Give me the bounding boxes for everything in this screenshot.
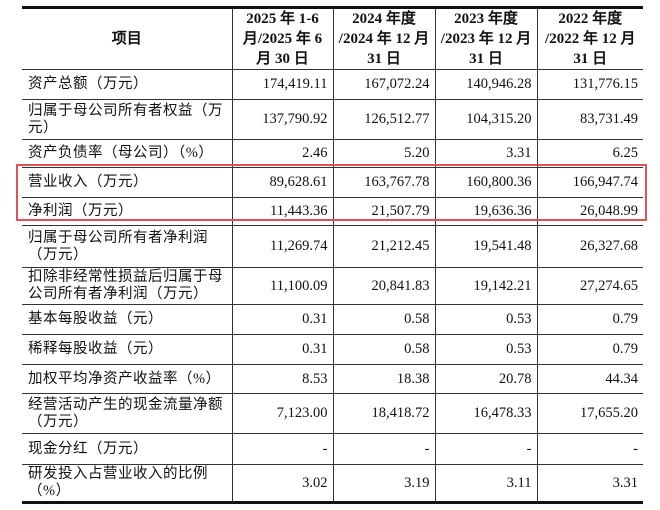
- row-label: 净利润（万元）: [22, 197, 233, 226]
- table-row: 研发投入占营业收入的比例（%） 3.02 3.19 3.11 3.31: [22, 464, 643, 504]
- table-row: 扣除非经常性损益后归属于母公司所有者净利润（万元） 11,100.09 20,841…: [22, 267, 643, 305]
- cell-value: 174,419.11: [231, 69, 334, 100]
- row-label: 加权平均净资产收益率（%）: [22, 364, 233, 394]
- cell-value: 5.20: [332, 139, 436, 168]
- header-2023: 2023 年度 /2023 年 12 月 31 日: [434, 6, 538, 70]
- cell-value: 0.58: [332, 334, 436, 365]
- cell-value: 19,541.48: [434, 225, 538, 268]
- cell-value: 0.31: [231, 304, 334, 335]
- cell-value: 137,790.92: [231, 99, 334, 140]
- row-label: 现金分红（万元）: [22, 433, 233, 465]
- table-row: 归属于母公司所有者净利润（万元） 11,269.74 21,212.45 19,541…: [22, 225, 643, 268]
- cell-value: 17,655.20: [536, 393, 643, 434]
- table-row: 加权平均净资产收益率（%） 8.53 18.38 20.78 44.34: [22, 364, 643, 394]
- cell-value: 20.78: [434, 364, 538, 394]
- cell-value: 0.53: [434, 334, 538, 365]
- header-row: 项目 2025 年 1-6 月/2025 年 6 月 30 日 2024 年度 …: [22, 6, 643, 70]
- cell-value: 26,048.99: [536, 197, 643, 226]
- row-label: 稀释每股收益（元）: [22, 334, 233, 365]
- cell-value: -: [231, 433, 334, 465]
- cell-value: -: [332, 433, 436, 465]
- cell-value: 0.79: [536, 334, 643, 365]
- cell-value: 16,478.33: [434, 393, 538, 434]
- cell-value: 20,841.83: [332, 267, 436, 305]
- table-row: 营业收入（万元） 89,628.61 163,767.78 160,800.36 166…: [22, 167, 643, 198]
- cell-value: 21,212.45: [332, 225, 436, 268]
- cell-value: 163,767.78: [332, 167, 436, 198]
- header-item: 项目: [22, 6, 233, 70]
- cell-value: 6.25: [536, 139, 643, 168]
- table-row: 现金分红（万元） - - - -: [22, 433, 643, 465]
- row-label: 资产负债率（母公司）（%）: [22, 139, 233, 168]
- cell-value: 19,142.21: [434, 267, 538, 305]
- cell-value: 3.31: [434, 139, 538, 168]
- table-row: 归属于母公司所有者权益（万元） 137,790.92 126,512.77 104,3…: [22, 99, 643, 140]
- row-label: 基本每股收益（元）: [22, 304, 233, 335]
- table-row: 稀释每股收益（元） 0.31 0.58 0.53 0.79: [22, 334, 643, 365]
- cell-value: 18,418.72: [332, 393, 436, 434]
- table-row: 净利润（万元） 11,443.36 21,507.79 19,636.36 26,048…: [22, 197, 643, 226]
- cell-value: 11,100.09: [231, 267, 334, 305]
- cell-value: 0.58: [332, 304, 436, 335]
- cell-value: 89,628.61: [231, 167, 334, 198]
- cell-value: 7,123.00: [231, 393, 334, 434]
- row-label: 研发投入占营业收入的比例（%）: [22, 464, 233, 504]
- cell-value: 104,315.20: [434, 99, 538, 140]
- cell-value: 0.79: [536, 304, 643, 335]
- cell-value: 8.53: [231, 364, 334, 394]
- row-label: 资产总额（万元）: [22, 69, 233, 100]
- row-label: 归属于母公司所有者权益（万元）: [22, 99, 233, 140]
- cell-value: 3.02: [231, 464, 334, 504]
- cell-value: 3.19: [332, 464, 436, 504]
- cell-value: 26,327.68: [536, 225, 643, 268]
- cell-value: 83,731.49: [536, 99, 643, 140]
- cell-value: 21,507.79: [332, 197, 436, 226]
- header-2022: 2022 年度 /2022 年 12 月 31 日: [536, 6, 643, 70]
- financial-indicators-table: 项目 2025 年 1-6 月/2025 年 6 月 30 日 2024 年度 …: [22, 6, 643, 504]
- row-label: 扣除非经常性损益后归属于母公司所有者净利润（万元）: [22, 267, 233, 305]
- cell-value: 131,776.15: [536, 69, 643, 100]
- cell-value: 166,947.74: [536, 167, 643, 198]
- cell-value: 2.46: [231, 139, 334, 168]
- header-2024: 2024 年度 /2024 年 12 月 31 日: [332, 6, 436, 70]
- cell-value: 0.31: [231, 334, 334, 365]
- cell-value: 160,800.36: [434, 167, 538, 198]
- row-label: 经营活动产生的现金流量净额（万元）: [22, 393, 233, 434]
- row-label: 营业收入（万元）: [22, 167, 233, 198]
- table-row: 经营活动产生的现金流量净额（万元） 7,123.00 18,418.72 16,478…: [22, 393, 643, 434]
- cell-value: 126,512.77: [332, 99, 436, 140]
- cell-value: 18.38: [332, 364, 436, 394]
- header-2025h1: 2025 年 1-6 月/2025 年 6 月 30 日: [231, 6, 334, 70]
- cell-value: 167,072.24: [332, 69, 436, 100]
- cell-value: 19,636.36: [434, 197, 538, 226]
- cell-value: 3.31: [536, 464, 643, 504]
- cell-value: 140,946.28: [434, 69, 538, 100]
- cell-value: 11,443.36: [231, 197, 334, 226]
- cell-value: -: [434, 433, 538, 465]
- cell-value: 0.53: [434, 304, 538, 335]
- table-row: 基本每股收益（元） 0.31 0.58 0.53 0.79: [22, 304, 643, 335]
- cell-value: -: [536, 433, 643, 465]
- cell-value: 11,269.74: [231, 225, 334, 268]
- cell-value: 27,274.65: [536, 267, 643, 305]
- row-label: 归属于母公司所有者净利润（万元）: [22, 225, 233, 268]
- cell-value: 44.34: [536, 364, 643, 394]
- table-row: 资产总额（万元） 174,419.11 167,072.24 140,946.28 13…: [22, 69, 643, 100]
- table-row: 资产负债率（母公司）（%） 2.46 5.20 3.31 6.25: [22, 139, 643, 168]
- cell-value: 3.11: [434, 464, 538, 504]
